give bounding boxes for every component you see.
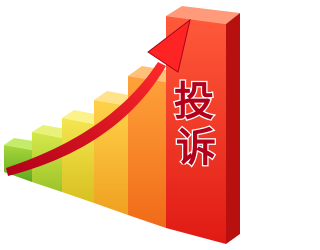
bar-side bbox=[226, 13, 240, 244]
illustration: 投 诉 bbox=[0, 0, 247, 250]
label-char: 诉 bbox=[176, 125, 216, 171]
label-char: 投 bbox=[174, 79, 214, 125]
page: 投 诉 (() => { const data = JSON.parse(doc… bbox=[0, 0, 320, 250]
